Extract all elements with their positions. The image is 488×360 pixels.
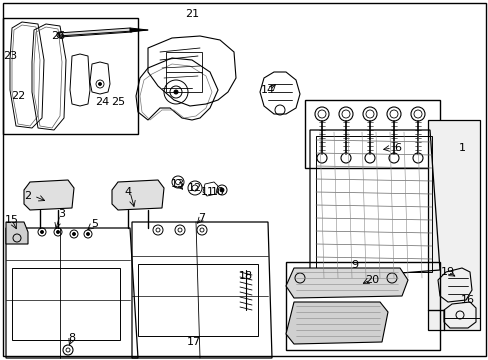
Text: 11: 11 <box>201 187 215 197</box>
Text: 18: 18 <box>239 271 253 281</box>
Polygon shape <box>427 120 479 330</box>
Polygon shape <box>24 180 74 210</box>
Bar <box>12 268 120 340</box>
Text: 1: 1 <box>458 143 465 153</box>
Text: 12: 12 <box>187 183 202 193</box>
Text: 10: 10 <box>210 187 224 197</box>
Circle shape <box>220 188 224 192</box>
Circle shape <box>57 230 60 234</box>
Text: 8: 8 <box>68 333 76 343</box>
Text: 21: 21 <box>184 9 199 19</box>
Text: 26: 26 <box>51 31 65 41</box>
Text: 7: 7 <box>198 213 205 223</box>
Circle shape <box>98 82 102 85</box>
Circle shape <box>174 90 178 94</box>
Bar <box>315 136 431 272</box>
Text: 3: 3 <box>59 209 65 219</box>
Text: 19: 19 <box>440 267 454 277</box>
Circle shape <box>72 233 75 235</box>
Bar <box>138 264 258 336</box>
Text: 23: 23 <box>3 51 17 61</box>
Bar <box>285 262 439 350</box>
Text: 16: 16 <box>460 295 474 305</box>
Text: 15: 15 <box>5 215 19 225</box>
Text: 14: 14 <box>261 85 274 95</box>
Bar <box>3 18 138 134</box>
Polygon shape <box>285 268 407 298</box>
Text: 24: 24 <box>95 97 109 107</box>
Bar <box>3 175 485 356</box>
Text: 9: 9 <box>351 260 358 270</box>
Polygon shape <box>112 180 163 210</box>
Text: 22: 22 <box>11 91 25 101</box>
Text: 13: 13 <box>171 179 184 189</box>
Text: 20: 20 <box>364 275 378 285</box>
Circle shape <box>41 230 43 234</box>
Text: 4: 4 <box>124 187 131 197</box>
Polygon shape <box>285 302 387 344</box>
Text: 25: 25 <box>111 97 125 107</box>
Circle shape <box>86 233 89 235</box>
Text: 5: 5 <box>91 219 98 229</box>
Text: 2: 2 <box>24 191 32 201</box>
Bar <box>165 52 202 92</box>
Polygon shape <box>130 28 148 32</box>
Polygon shape <box>6 222 28 244</box>
Bar <box>305 100 439 168</box>
Polygon shape <box>58 28 132 37</box>
Text: 17: 17 <box>186 337 201 347</box>
Text: 6: 6 <box>394 143 401 153</box>
